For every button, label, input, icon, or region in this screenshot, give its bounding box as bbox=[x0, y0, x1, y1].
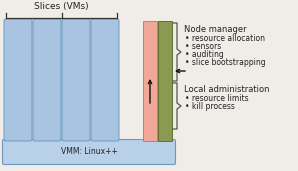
FancyBboxPatch shape bbox=[33, 19, 61, 141]
Bar bbox=[143, 21, 157, 141]
Text: Node manager: Node manager bbox=[184, 25, 247, 34]
Text: • slice bootstrapping: • slice bootstrapping bbox=[185, 58, 266, 67]
Text: Local administration: Local administration bbox=[184, 85, 269, 94]
Text: • auditing: • auditing bbox=[185, 50, 224, 59]
Text: • sensors: • sensors bbox=[185, 42, 221, 51]
Bar bbox=[158, 21, 172, 141]
Text: • resource limits: • resource limits bbox=[185, 94, 249, 103]
FancyBboxPatch shape bbox=[4, 19, 32, 141]
Text: VMM: Linux++: VMM: Linux++ bbox=[60, 148, 117, 156]
Text: Slices (VMs): Slices (VMs) bbox=[34, 2, 89, 11]
FancyBboxPatch shape bbox=[62, 19, 90, 141]
FancyBboxPatch shape bbox=[2, 140, 176, 165]
Text: • resource allocation: • resource allocation bbox=[185, 34, 265, 43]
FancyBboxPatch shape bbox=[91, 19, 119, 141]
Text: • kill process: • kill process bbox=[185, 102, 235, 111]
